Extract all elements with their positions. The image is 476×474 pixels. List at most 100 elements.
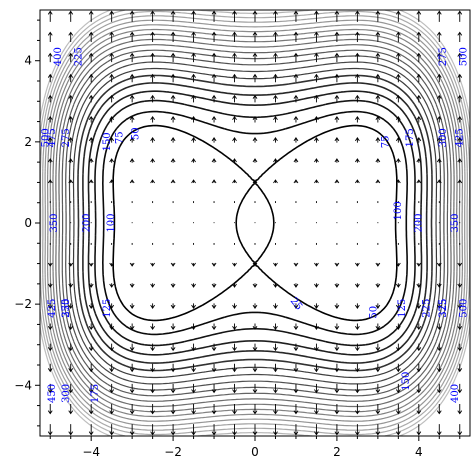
field-arrow	[294, 283, 298, 287]
field-arrow	[171, 323, 175, 329]
field-arrow	[458, 159, 462, 163]
field-arrow	[273, 180, 277, 183]
field-arrow	[151, 323, 155, 329]
contour-label: 350	[450, 213, 461, 232]
field-arrow	[48, 404, 52, 414]
field-arrow	[151, 404, 155, 414]
field-arrow	[314, 138, 318, 143]
field-arrow	[294, 323, 298, 329]
field-arrow	[192, 263, 196, 266]
field-arrow	[335, 159, 339, 163]
x-tick-label: 0	[251, 445, 259, 459]
field-arrow	[273, 263, 277, 266]
field-arrow	[294, 54, 298, 63]
field-arrow	[396, 159, 400, 163]
field-arrow	[314, 263, 318, 266]
field-arrow	[192, 11, 196, 22]
field-arrow	[294, 32, 298, 42]
field-arrow	[294, 384, 298, 393]
field-arrow	[89, 424, 93, 435]
x-tick-label: −2	[164, 445, 182, 459]
field-arrow	[355, 263, 359, 266]
field-arrow	[458, 32, 462, 42]
field-arrow	[376, 263, 380, 266]
field-arrow	[437, 11, 441, 22]
field-arrow	[212, 117, 216, 123]
field-arrow	[314, 323, 318, 329]
field-arrow	[376, 180, 380, 183]
y-tick-label: 2	[24, 135, 32, 149]
contour-label: 25	[288, 296, 305, 313]
field-arrow	[458, 404, 462, 414]
field-arrow	[89, 263, 93, 266]
field-arrow	[192, 424, 196, 435]
field-arrow	[233, 263, 237, 266]
field-arrow	[294, 180, 298, 183]
field-arrow	[355, 159, 359, 163]
field-arrow	[212, 180, 216, 183]
contour-label: 425	[454, 128, 465, 147]
field-arrow	[355, 117, 359, 123]
field-arrow	[376, 344, 380, 351]
contour-label: 150	[401, 372, 412, 391]
field-arrow	[376, 96, 380, 103]
y-tick-label: −2	[14, 297, 32, 311]
field-arrow	[69, 32, 73, 42]
field-arrow	[273, 344, 277, 351]
field-arrow	[151, 32, 155, 42]
field-arrow	[48, 159, 52, 163]
field-arrow	[437, 32, 441, 42]
field-arrow	[437, 404, 441, 414]
field-arrow	[48, 54, 52, 63]
field-arrow	[314, 75, 318, 83]
field-arrow	[396, 424, 400, 435]
field-arrow	[253, 424, 257, 435]
field-arrow	[294, 404, 298, 414]
field-arrow	[355, 283, 359, 287]
field-arrow	[212, 159, 216, 163]
field-arrow	[48, 11, 52, 22]
field-arrow	[48, 424, 52, 435]
field-arrow	[110, 159, 114, 163]
field-arrow	[355, 138, 359, 143]
field-arrow	[376, 283, 380, 287]
field-arrow	[253, 344, 257, 351]
field-arrow	[151, 159, 155, 163]
field-arrow	[233, 323, 237, 329]
field-arrow	[376, 159, 380, 163]
field-arrow	[314, 303, 318, 308]
field-arrow	[69, 404, 73, 414]
field-arrow	[335, 117, 339, 123]
contour-label: 100	[393, 201, 404, 220]
field-arrow	[355, 54, 359, 63]
y-tick-label: −4	[14, 378, 32, 392]
field-arrow	[355, 180, 359, 183]
field-arrow	[89, 180, 93, 183]
field-arrow	[233, 96, 237, 103]
contour-label: 125	[102, 299, 113, 318]
field-arrow	[355, 303, 359, 308]
field-arrow	[151, 283, 155, 287]
field-arrow	[253, 159, 257, 163]
field-arrow	[458, 263, 462, 266]
contour-label: 150	[102, 132, 113, 151]
field-arrow	[69, 424, 73, 435]
field-arrow	[171, 384, 175, 393]
field-arrow	[233, 180, 237, 183]
field-arrow	[314, 283, 318, 287]
field-arrow	[273, 323, 277, 329]
field-arrow	[417, 11, 421, 22]
field-arrow	[294, 159, 298, 163]
field-arrow	[69, 283, 73, 287]
field-arrow	[314, 11, 318, 22]
field-arrow	[417, 180, 421, 183]
field-arrow	[192, 364, 196, 372]
field-arrow	[171, 54, 175, 63]
field-arrow	[355, 404, 359, 414]
field-arrow	[192, 384, 196, 393]
contour-label: 400	[53, 47, 64, 66]
field-arrow	[396, 54, 400, 63]
field-arrow	[233, 303, 237, 308]
field-arrow	[171, 303, 175, 308]
